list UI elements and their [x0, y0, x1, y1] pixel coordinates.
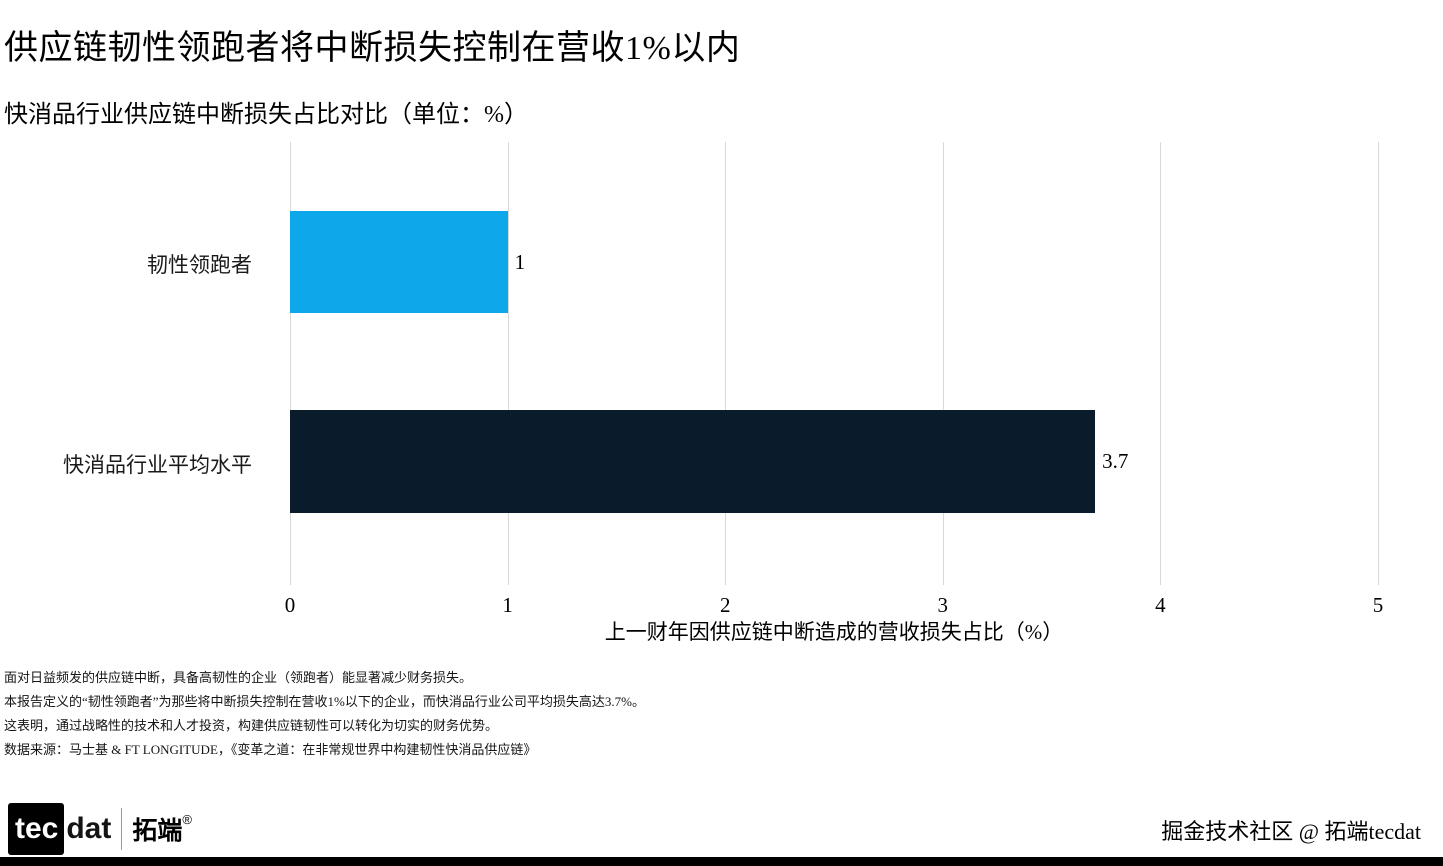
- category-label-resilience-leaders: 韧性领跑者: [147, 253, 252, 277]
- data-source-line: 数据来源：马士基 & FT LONGITUDE，《变革之道：在非常规世界中构建韧…: [4, 742, 537, 757]
- value-label-industry-average: 3.7: [1102, 449, 1129, 473]
- x-axis-title: 上一财年因供应链中断造成的营收损失占比（%）: [604, 620, 1064, 644]
- gridline: [290, 142, 291, 585]
- watermark-credit: 掘金技术社区 @ 拓端tecdat: [1161, 819, 1421, 844]
- x-axis-tick: 4: [1155, 593, 1166, 617]
- x-axis-tick: 0: [284, 593, 296, 617]
- logo-tec-block: tec: [8, 803, 65, 855]
- x-axis-tick: 2: [719, 593, 731, 617]
- value-label-resilience-leaders: 1: [514, 249, 526, 274]
- logo-chinese-name: 拓端: [132, 818, 183, 845]
- bar-industry-average: [290, 410, 1096, 513]
- x-axis-tick: 1: [502, 593, 513, 617]
- tecdat-logo: tec dat 拓端 ®: [8, 803, 192, 855]
- page-title: 供应链韧性领跑者将中断损失控制在营收1%以内: [4, 30, 741, 67]
- x-axis-tick: 3: [937, 593, 949, 617]
- logo-dat-text: dat: [66, 812, 112, 845]
- bar-row: 1: [290, 211, 1378, 313]
- category-label-industry-average: 快消品行业平均水平: [63, 453, 252, 477]
- gridline: [1378, 142, 1379, 585]
- footnote-line: 面对日益频发的供应链中断，具备高韧性的企业（领跑者）能显著减少财务损失。: [4, 670, 473, 685]
- page-subtitle: 快消品行业供应链中断损失占比对比（单位：%）: [4, 102, 528, 128]
- bar-resilience-leaders: [290, 211, 508, 313]
- gridline: [725, 142, 727, 585]
- plot-area: 1 3.7 0 1 2 3 4 5: [285, 142, 1383, 617]
- logo-divider: [121, 808, 123, 850]
- gridline: [942, 142, 944, 585]
- gridline: [1160, 142, 1162, 585]
- x-axis-tick: 5: [1372, 593, 1384, 617]
- registered-trademark-icon: ®: [182, 812, 192, 827]
- footnotes: 面对日益频发的供应链中断，具备高韧性的企业（领跑者）能显著减少财务损失。 本报告…: [4, 666, 645, 762]
- footnote-line: 本报告定义的“韧性领跑者”为那些将中断损失控制在营收1%以下的企业，而快消品行业…: [4, 694, 645, 709]
- bar-row: 3.7: [290, 410, 1378, 513]
- bottom-bar: [0, 857, 1443, 866]
- footnote-line: 这表明，通过战略性的技术和人才投资，构建供应链韧性可以转化为切实的财务优势。: [4, 718, 499, 733]
- gridline: [507, 142, 509, 585]
